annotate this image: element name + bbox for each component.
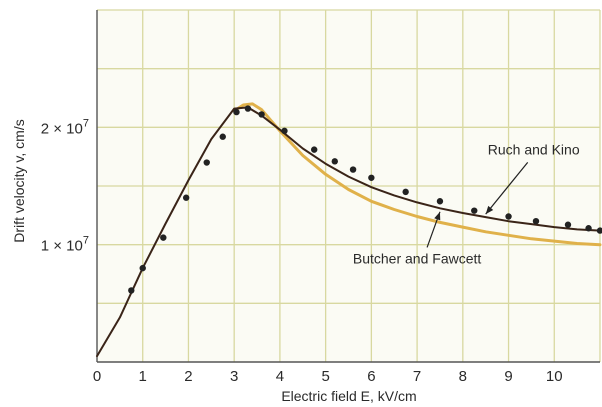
series-line-ruch-kino bbox=[96, 106, 601, 358]
annotation-label-butcher-fawcett: Butcher and Fawcett bbox=[353, 250, 482, 266]
data-point-ruch-kino bbox=[471, 207, 478, 214]
data-point-ruch-kino bbox=[532, 218, 540, 225]
tick-labels: 0 1 2 3 4 5 6 7 8 9 10 1 × 107 2 × 107 bbox=[41, 117, 563, 385]
data-point-ruch-kino bbox=[128, 287, 135, 294]
data-point-ruch-kino bbox=[585, 225, 592, 232]
x-tick-label: 5 bbox=[321, 368, 329, 385]
annotations: Ruch and Kino Butcher and Fawcett bbox=[353, 141, 580, 266]
data-point-ruch-kino bbox=[281, 127, 288, 135]
x-axis-title: Electric field E, kV/cm bbox=[281, 388, 416, 404]
axes bbox=[96, 10, 600, 363]
grid-lines bbox=[97, 9, 601, 362]
data-point-ruch-kino bbox=[258, 111, 265, 118]
series-line-butcher-fawcett bbox=[232, 102, 602, 247]
data-point-ruch-kino bbox=[182, 194, 190, 201]
data-point-ruch-kino bbox=[311, 146, 318, 153]
data-point-ruch-kino bbox=[349, 166, 357, 173]
data-point-ruch-kino bbox=[203, 159, 210, 166]
annotation-arrow-ruch-kino bbox=[485, 161, 529, 215]
x-tick-label: 1 bbox=[139, 368, 147, 385]
data-point-ruch-kino bbox=[244, 105, 252, 112]
data-point-ruch-kino bbox=[596, 227, 602, 234]
series-lines bbox=[96, 102, 602, 358]
data-point-ruch-kino bbox=[233, 108, 240, 116]
x-tick-label: 9 bbox=[504, 368, 512, 385]
x-tick-label: 4 bbox=[276, 368, 284, 385]
y-tick-label: 1 × 107 bbox=[41, 235, 89, 255]
y-axis-title: Drift velocity v, cm/s bbox=[11, 119, 27, 242]
x-tick-label: 6 bbox=[367, 368, 375, 385]
y-tick-label: 2 × 107 bbox=[41, 117, 89, 137]
annotation-label-ruch-kino: Ruch and Kino bbox=[488, 141, 580, 157]
annotation-arrow-butcher-fawcett-head bbox=[434, 211, 441, 221]
data-point-ruch-kino bbox=[402, 188, 409, 196]
data-point-ruch-kino bbox=[331, 158, 338, 165]
data-point-ruch-kino bbox=[368, 174, 375, 181]
data-point-ruch-kino bbox=[139, 264, 146, 272]
annotation-arrow-ruch-kino-head bbox=[485, 205, 494, 215]
data-point-ruch-kino bbox=[505, 213, 512, 220]
x-tick-label: 7 bbox=[413, 368, 421, 385]
data-point-ruch-kino bbox=[564, 221, 572, 228]
x-tick-label: 3 bbox=[230, 368, 238, 385]
data-point-ruch-kino bbox=[160, 234, 167, 241]
data-point-ruch-kino bbox=[219, 133, 226, 140]
data-point-ruch-kino bbox=[436, 198, 444, 205]
x-tick-label: 8 bbox=[459, 368, 467, 385]
x-tick-label: 2 bbox=[184, 368, 192, 385]
data-points bbox=[128, 105, 602, 294]
x-tick-label: 0 bbox=[93, 368, 101, 385]
x-tick-label: 10 bbox=[546, 368, 563, 385]
